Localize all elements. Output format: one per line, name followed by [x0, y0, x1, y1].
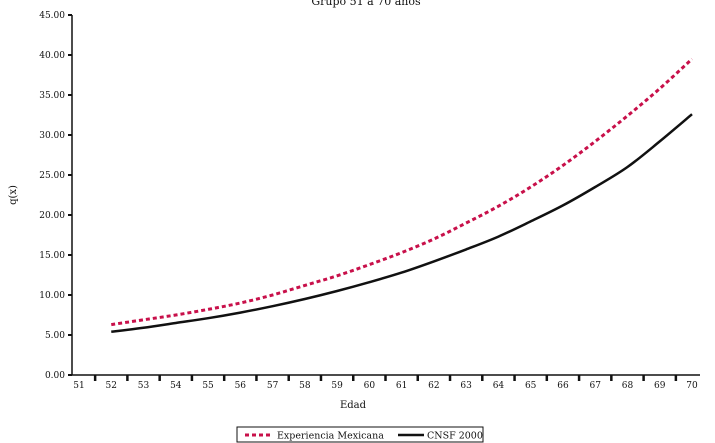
x-tick-label-12: 63: [460, 381, 472, 391]
x-tick-label-4: 55: [202, 381, 214, 391]
y-tick-label-2: 10.00: [39, 291, 65, 301]
x-axis-title: Edad: [340, 400, 367, 411]
x-tick-label-1: 52: [106, 381, 117, 391]
y-tick-label-4: 20.00: [39, 211, 65, 221]
legend-label-cnsf-2000: CNSF 2000: [427, 431, 483, 442]
y-tick-label-1: 5.00: [45, 331, 65, 341]
legend-box: [236, 426, 484, 443]
x-tick-label-2: 53: [138, 381, 150, 391]
y-tick-label-9: 45.00: [39, 11, 65, 21]
x-tick-label-9: 60: [364, 381, 376, 391]
y-tick-label-0: 0.00: [45, 371, 65, 381]
y-tick-label-8: 40.00: [39, 51, 65, 61]
y-axis-title: q(x): [8, 185, 19, 205]
x-tick-label-17: 68: [622, 381, 634, 391]
x-tick-label-10: 61: [396, 381, 407, 391]
y-tick-label-3: 15.00: [39, 251, 65, 261]
x-tick-label-3: 54: [170, 381, 182, 391]
x-tick-label-15: 66: [557, 381, 569, 391]
legend: Experiencia Mexicana CNSF 2000: [236, 426, 484, 443]
x-tick-label-18: 69: [654, 381, 666, 391]
series-line-experiencia-mexicana: [111, 57, 694, 327]
x-tick-label-14: 65: [525, 381, 537, 391]
x-tick-label-0: 51: [73, 381, 84, 391]
x-tick-label-19: 70: [686, 381, 698, 391]
legend-label-experiencia-mexicana: Experiencia Mexicana: [277, 431, 384, 442]
y-tick-label-7: 35.00: [39, 91, 65, 101]
x-tick-label-13: 64: [493, 381, 505, 391]
x-tick-label-7: 58: [299, 381, 311, 391]
chart-title: Grupo 51 a 70 años: [311, 0, 421, 8]
y-tick-label-5: 25.00: [39, 171, 65, 181]
y-tick-label-6: 30.00: [39, 131, 65, 141]
x-tick-label-16: 67: [589, 381, 601, 391]
plot-area: 0.00 5.00 10.00 15.00 20.00 25.00 30.00 35.00 40…: [39, 11, 700, 391]
x-tick-label-11: 62: [428, 381, 439, 391]
series-line-cnsf-2000: [111, 113, 693, 334]
x-tick-label-5: 56: [235, 381, 247, 391]
x-tick-label-6: 57: [267, 381, 279, 391]
x-tick-label-8: 59: [331, 381, 343, 391]
